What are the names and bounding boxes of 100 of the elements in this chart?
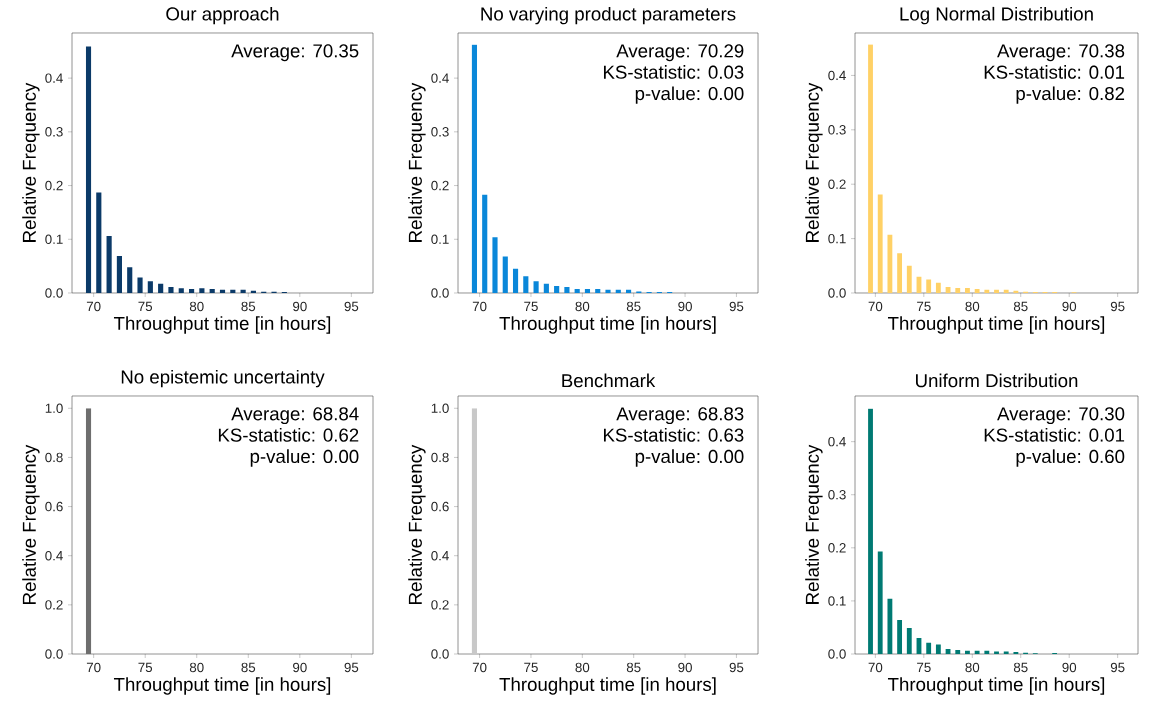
x-tick-label: 85	[241, 662, 256, 673]
annotation: Average: 70.38	[997, 44, 1125, 62]
y-tick-label: 0.1	[45, 234, 63, 244]
y-tick-label: 0.1	[828, 233, 846, 244]
bar	[168, 287, 174, 293]
annotation: KS-statistic: 0.63	[603, 428, 744, 442]
x-tick-label: 75	[138, 662, 153, 673]
bar	[471, 44, 478, 293]
y-tick-label: 0.0	[828, 288, 846, 298]
annotation: KS-statistic: 0.01	[984, 65, 1125, 79]
annotation: p-value: 0.60	[1016, 449, 1125, 467]
y-axis-title: Relative Frequency	[408, 82, 426, 242]
x-tick-label: 90	[293, 301, 307, 312]
annotation: KS-statistic: 0.62	[218, 428, 359, 442]
x-tick-label: 85	[626, 662, 641, 673]
annotation: p-value: 0.00	[635, 449, 744, 467]
y-tick-label: 0.6	[431, 501, 449, 512]
y-axis-title: Relative Frequency	[408, 444, 426, 604]
chart-title: No epistemic uncertainty	[121, 369, 325, 388]
bar	[868, 44, 873, 293]
bar	[209, 288, 215, 293]
x-tick-label: 75	[138, 301, 153, 312]
bar	[955, 288, 961, 293]
y-tick-label: 0.3	[431, 127, 449, 137]
y-tick-label: 0.0	[45, 649, 63, 659]
bar	[250, 290, 257, 293]
bar	[906, 627, 912, 654]
y-tick-label: 0.3	[45, 127, 63, 137]
y-tick-label: 0.0	[431, 288, 449, 298]
bar	[147, 281, 153, 293]
bar	[887, 234, 893, 293]
x-tick-label: 75	[917, 662, 931, 673]
bar	[85, 46, 92, 293]
x-tick-label: 90	[678, 301, 692, 312]
x-tick-label: 70	[86, 301, 101, 312]
bar	[178, 288, 184, 293]
x-tick-label: 80	[575, 662, 590, 673]
x-tick-label: 70	[472, 301, 487, 312]
y-tick-label: 0.2	[828, 543, 846, 553]
x-axis-title: Throughput time [in hours]	[499, 316, 716, 334]
x-tick-label: 95	[344, 662, 359, 673]
x-axis-title: Throughput time [in hours]	[887, 316, 1105, 334]
bar	[116, 255, 122, 293]
bar	[926, 279, 932, 293]
y-tick-label: 0.4	[45, 551, 63, 561]
bar	[492, 237, 498, 293]
bar	[127, 267, 133, 293]
x-axis-title: Throughput time [in hours]	[499, 677, 716, 695]
chart-title: Log Normal Distribution	[900, 6, 1093, 25]
bar	[106, 236, 112, 293]
annotation: KS-statistic: 0.01	[984, 428, 1125, 442]
chart-title: Our approach	[166, 6, 279, 25]
bar	[189, 288, 195, 293]
x-tick-label: 85	[241, 301, 256, 312]
x-tick-label: 90	[1062, 301, 1077, 312]
x-tick-label: 80	[189, 301, 204, 312]
y-axis-title: Relative Frequency	[22, 82, 40, 242]
x-tick-label: 75	[524, 301, 538, 312]
y-tick-label: 0.2	[431, 600, 449, 610]
y-tick-label: 0.0	[431, 649, 449, 659]
y-tick-label: 1.0	[45, 403, 63, 413]
y-tick-label: 0.0	[45, 288, 63, 298]
bar	[926, 642, 932, 654]
x-tick-label: 85	[1013, 301, 1028, 312]
x-tick-label: 80	[965, 662, 980, 673]
bar	[906, 265, 912, 293]
x-tick-label: 70	[86, 662, 101, 673]
bar	[935, 282, 941, 293]
annotation: p-value: 0.00	[250, 449, 359, 467]
bar	[1003, 289, 1009, 293]
bar	[1013, 290, 1019, 293]
bar	[199, 288, 205, 293]
annotation: Average: 70.35	[231, 44, 359, 62]
x-tick-label: 75	[524, 662, 538, 673]
annotation: Average: 68.83	[616, 407, 744, 425]
y-tick-label: 0.1	[431, 234, 449, 244]
x-tick-label: 80	[189, 662, 204, 673]
bar	[935, 644, 941, 654]
x-tick-label: 85	[626, 301, 641, 312]
x-tick-label: 85	[1013, 662, 1028, 673]
y-tick-label: 0.2	[45, 180, 63, 191]
annotation: Average: 70.29	[616, 44, 744, 62]
x-tick-label: 70	[868, 662, 883, 673]
chart-title: No varying product parameters	[481, 6, 736, 25]
x-tick-label: 95	[729, 301, 744, 312]
y-axis-title: Relative Frequency	[22, 444, 40, 604]
bar	[984, 289, 990, 293]
x-tick-label: 90	[678, 662, 692, 673]
y-tick-label: 0.6	[45, 501, 63, 512]
y-tick-label: 0.4	[828, 70, 846, 81]
bar	[137, 277, 143, 293]
y-tick-label: 0.1	[828, 596, 846, 606]
annotation: p-value: 0.82	[1016, 86, 1125, 104]
y-tick-label: 0.3	[828, 490, 846, 500]
annotation: KS-statistic: 0.03	[603, 65, 744, 79]
x-tick-label: 75	[917, 301, 931, 312]
y-axis-title: Relative Frequency	[805, 82, 823, 242]
chart-title: Uniform Distribution	[916, 373, 1078, 388]
x-tick-label: 95	[344, 301, 359, 312]
y-axis-title: Relative Frequency	[805, 444, 823, 604]
